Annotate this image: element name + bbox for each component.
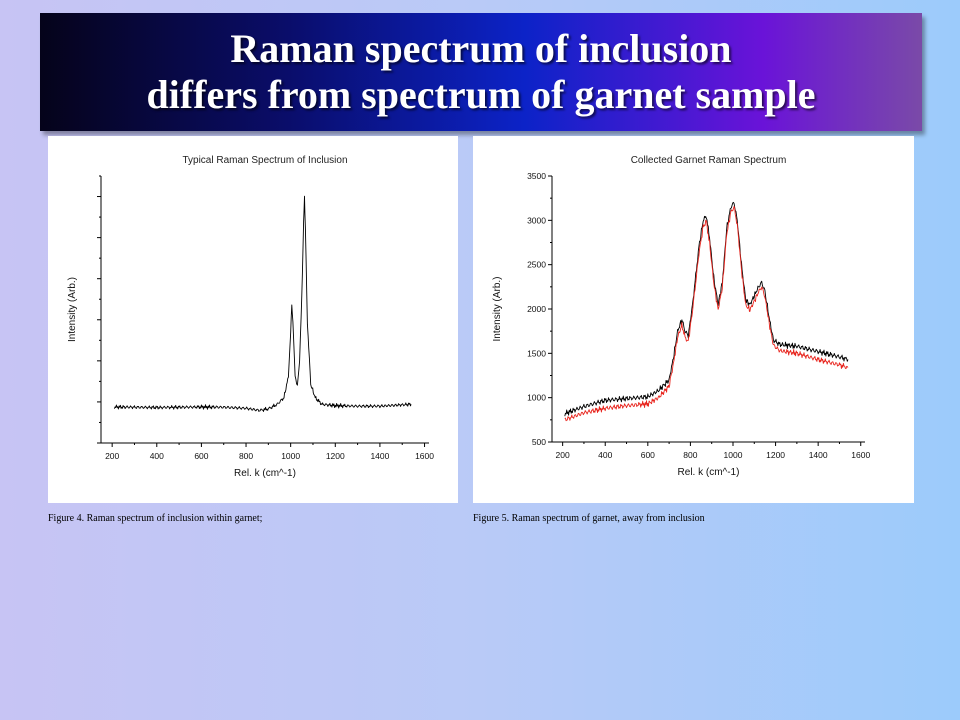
garnet-spectrum-chart-panel: Collected Garnet Raman Spectrum 200 400 600… — [473, 136, 914, 503]
x-tick-label: 400 — [150, 451, 164, 461]
spectrum-series-line-1 — [564, 201, 849, 417]
spectrum-series-line-1 — [113, 195, 412, 412]
x-tick-label: 1000 — [724, 450, 743, 460]
x-tick-label: 1200 — [766, 450, 785, 460]
slide-title-line-1: Raman spectrum of inclusion — [230, 26, 732, 71]
garnet-spectrum-chart: Collected Garnet Raman Spectrum 200 400 600… — [492, 155, 870, 478]
y-tick-label: 500 — [532, 437, 546, 447]
slide-title-line-2: differs from spectrum of garnet sample — [146, 72, 816, 117]
inclusion-spectrum-chart: Typical Raman Spectrum of Inclusion 200 40… — [67, 155, 434, 479]
y-tick-label: 3000 — [527, 215, 546, 225]
y-tick-label: 1500 — [527, 348, 546, 358]
x-tick-label: 1600 — [851, 450, 870, 460]
slide-title-banner: Raman spectrum of inclusion differs from… — [40, 13, 922, 131]
x-axis-label: Rel. k (cm^-1) — [678, 467, 740, 478]
chart-title: Collected Garnet Raman Spectrum — [631, 155, 787, 166]
y-tick-label: 3500 — [527, 171, 546, 181]
x-axis-label: Rel. k (cm^-1) — [234, 468, 296, 479]
x-tick-label: 1400 — [370, 451, 389, 461]
chart-title: Typical Raman Spectrum of Inclusion — [182, 155, 347, 166]
y-tick-label: 1000 — [527, 393, 546, 403]
x-tick-label: 600 — [641, 450, 655, 460]
x-tick-label: 1000 — [281, 451, 300, 461]
figure-4-caption: Figure 4. Raman spectrum of inclusion wi… — [48, 513, 263, 524]
inclusion-spectrum-chart-panel: Typical Raman Spectrum of Inclusion 200 40… — [48, 136, 458, 503]
y-tick-label: 2000 — [527, 304, 546, 314]
y-axis-label: Intensity (Arb.) — [67, 277, 78, 342]
y-axis-label: Intensity (Arb.) — [492, 276, 503, 341]
x-tick-label: 1200 — [326, 451, 345, 461]
x-tick-label: 1400 — [809, 450, 828, 460]
x-tick-label: 800 — [683, 450, 697, 460]
x-tick-label: 600 — [194, 451, 208, 461]
x-tick-label: 400 — [598, 450, 612, 460]
spectrum-series-line-2 — [564, 205, 849, 422]
x-tick-label: 200 — [105, 451, 119, 461]
x-tick-label: 1600 — [415, 451, 434, 461]
x-tick-label: 800 — [239, 451, 253, 461]
figure-5-caption: Figure 5. Raman spectrum of garnet, away… — [473, 513, 705, 524]
y-tick-label: 2500 — [527, 260, 546, 270]
x-tick-label: 200 — [556, 450, 570, 460]
